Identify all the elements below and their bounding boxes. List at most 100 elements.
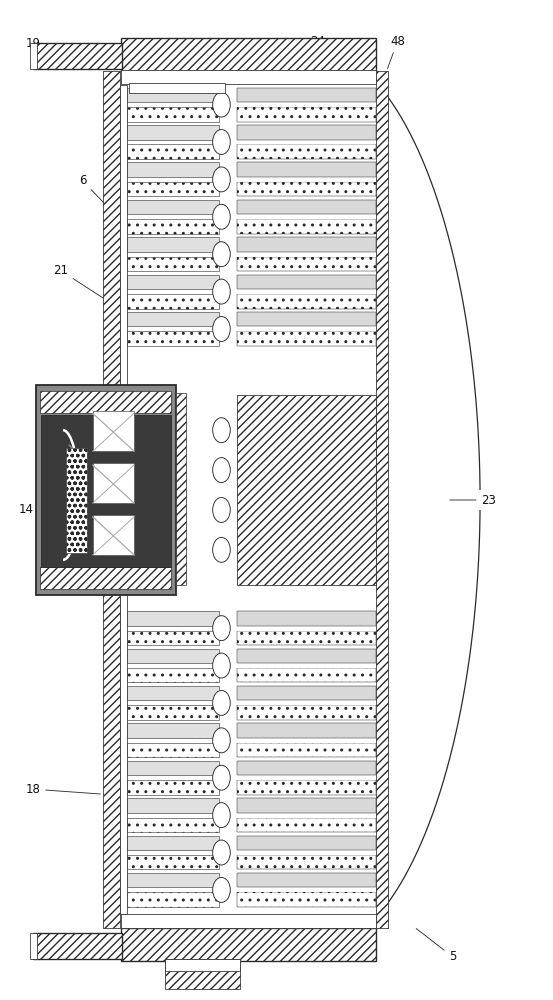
Bar (127, 761, 219, 775)
Bar (237, 182, 375, 196)
Bar (129, 83, 225, 93)
Bar (121, 70, 375, 84)
Bar (237, 818, 375, 832)
Bar (121, 38, 375, 71)
Bar (127, 144, 219, 159)
Bar (121, 914, 375, 928)
Bar (127, 700, 219, 705)
Bar (237, 798, 375, 813)
Bar (237, 850, 375, 855)
Ellipse shape (213, 458, 230, 483)
Bar (237, 631, 375, 645)
Bar (127, 818, 219, 832)
Bar (127, 182, 219, 196)
Bar (127, 723, 219, 738)
Bar (121, 928, 375, 961)
Ellipse shape (213, 537, 230, 562)
Bar (237, 294, 375, 309)
Bar (237, 312, 375, 326)
Bar (237, 705, 375, 720)
Bar (127, 836, 219, 850)
Bar (237, 177, 375, 182)
Bar (127, 887, 219, 892)
Text: 6: 6 (79, 174, 109, 209)
Ellipse shape (213, 130, 230, 154)
Bar (375, 71, 388, 928)
Bar (237, 257, 375, 271)
Bar (127, 140, 219, 144)
Bar (237, 700, 375, 705)
Bar (237, 214, 375, 219)
Bar (176, 393, 186, 585)
Bar (237, 275, 375, 289)
Bar (127, 237, 219, 252)
Bar (237, 761, 375, 775)
Bar (127, 780, 219, 795)
Bar (127, 649, 219, 663)
Bar (127, 294, 219, 309)
Bar (127, 631, 219, 645)
Ellipse shape (213, 204, 230, 229)
Text: 1: 1 (187, 37, 201, 59)
Bar (127, 873, 219, 887)
Bar (237, 219, 375, 234)
Ellipse shape (213, 728, 230, 753)
Bar (237, 686, 375, 700)
Ellipse shape (213, 418, 230, 443)
Bar (237, 723, 375, 738)
Bar (237, 649, 375, 663)
Ellipse shape (213, 803, 230, 828)
Ellipse shape (213, 690, 230, 715)
Bar (127, 331, 219, 346)
Bar (127, 326, 219, 331)
Bar (237, 107, 375, 122)
Ellipse shape (213, 616, 230, 641)
Bar (127, 626, 219, 631)
Bar (103, 71, 119, 928)
Bar (237, 892, 375, 907)
Ellipse shape (213, 242, 230, 267)
Bar (127, 850, 219, 855)
Bar (127, 663, 219, 668)
Ellipse shape (213, 765, 230, 790)
Bar (127, 668, 219, 682)
Text: 17: 17 (51, 940, 88, 963)
Bar (93, 411, 134, 451)
Bar (237, 738, 375, 743)
Bar (237, 611, 375, 626)
Bar (30, 43, 36, 69)
Ellipse shape (213, 877, 230, 902)
Bar (127, 611, 219, 626)
Text: 23: 23 (450, 494, 496, 507)
Bar (40, 567, 171, 589)
Bar (127, 686, 219, 700)
Bar (35, 385, 176, 595)
Ellipse shape (213, 317, 230, 341)
Bar (127, 289, 219, 294)
Text: 3: 3 (231, 37, 250, 74)
Bar (127, 705, 219, 720)
Bar (127, 252, 219, 257)
Bar (127, 257, 219, 271)
Bar (237, 289, 375, 294)
Bar (127, 125, 219, 140)
Bar (40, 391, 171, 413)
Bar (127, 200, 219, 214)
Bar (66, 448, 87, 553)
Bar (165, 959, 239, 971)
Bar (237, 326, 375, 331)
Text: 24: 24 (307, 35, 325, 69)
Bar (127, 738, 219, 743)
Text: 19: 19 (26, 37, 101, 51)
Bar (237, 887, 375, 892)
Bar (127, 312, 219, 326)
Bar (237, 626, 375, 631)
Bar (127, 177, 219, 182)
Bar (237, 144, 375, 159)
Bar (237, 836, 375, 850)
Bar (127, 775, 219, 780)
Text: 21: 21 (53, 264, 105, 299)
Bar (237, 162, 375, 177)
Bar (127, 743, 219, 757)
Ellipse shape (213, 167, 230, 192)
